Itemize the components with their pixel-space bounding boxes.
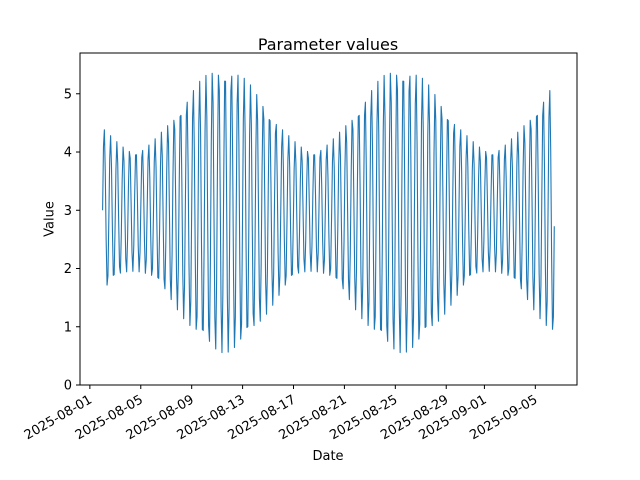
chart-title: Parameter values	[257, 35, 399, 54]
axes-frame	[79, 52, 578, 386]
y-tick-label: 5	[64, 87, 72, 102]
y-tick-label: 2	[64, 262, 72, 277]
data-line	[102, 72, 555, 354]
x-axis-label: Date	[312, 449, 344, 464]
y-tick-label: 1	[64, 320, 72, 335]
y-tick-label: 0	[64, 379, 72, 394]
y-tick-label: 3	[64, 204, 72, 219]
y-axis-label: Value	[42, 201, 58, 237]
y-tick-label: 4	[64, 146, 72, 161]
